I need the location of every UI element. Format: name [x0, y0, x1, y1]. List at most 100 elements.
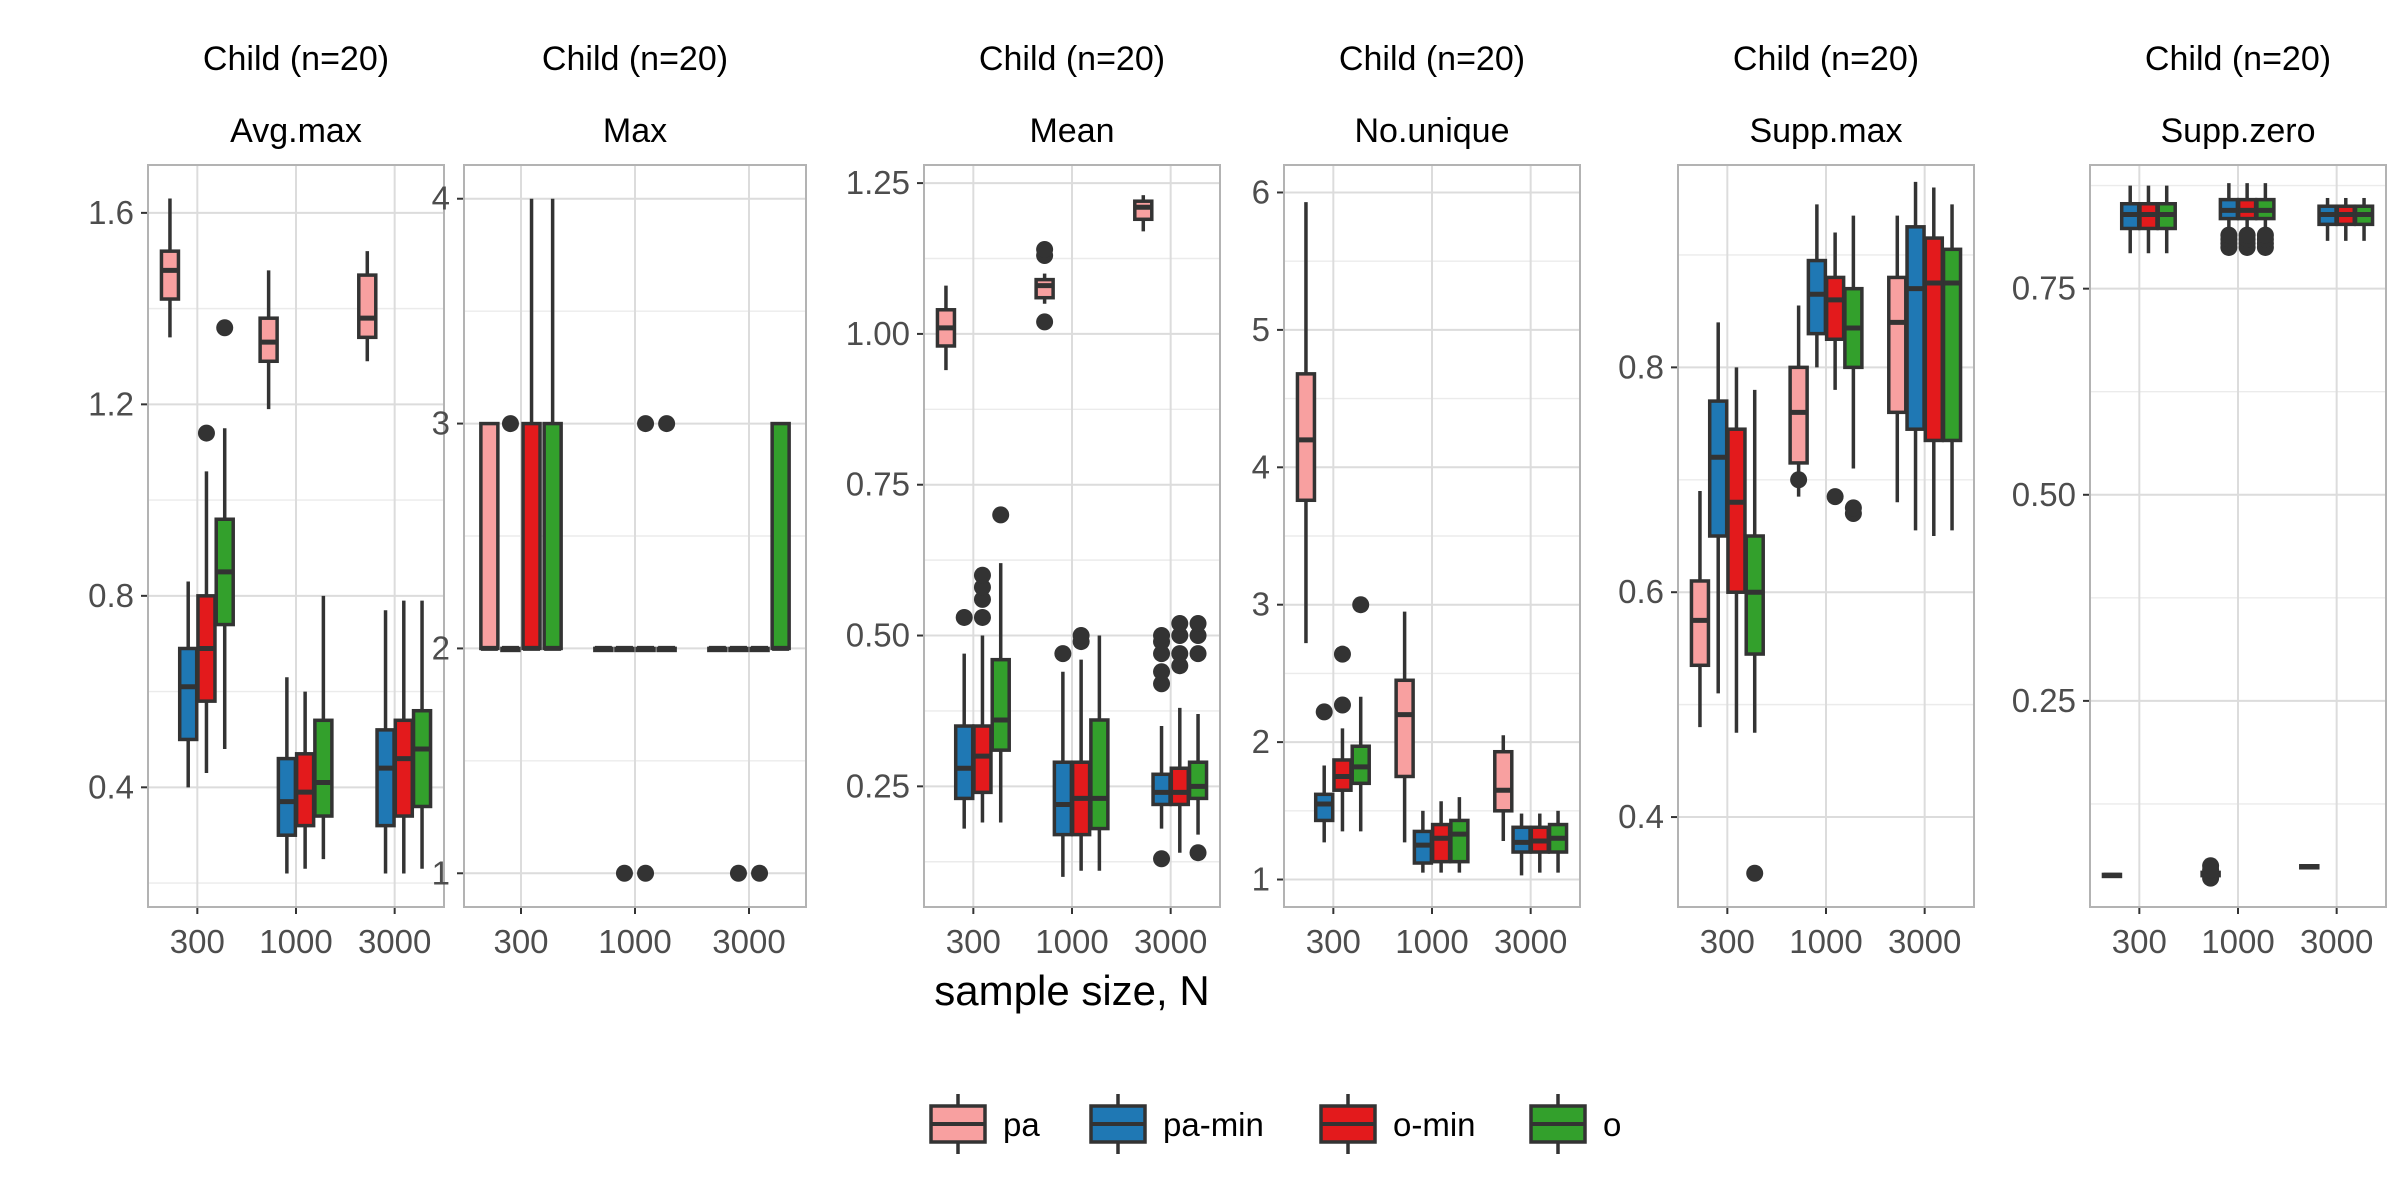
box-pa-1000: [593, 645, 614, 653]
y-tick-label: 0.75: [2012, 270, 2076, 307]
outlier-point: [1153, 645, 1171, 663]
panel-border: [923, 164, 1221, 908]
box-o-min-3000: [749, 645, 770, 882]
y-tick-label: 0.6: [1618, 573, 1664, 610]
box-body: [1133, 199, 1154, 222]
box-body: [1187, 760, 1209, 801]
box-pa-min-3000: [728, 645, 749, 882]
box-o-min-3000: [1923, 187, 1945, 536]
outlier-point: [1746, 864, 1764, 882]
box-pa-3000: [1133, 195, 1154, 232]
y-tick-label: 1.2: [88, 385, 134, 422]
box-body: [375, 728, 396, 828]
outlier-point: [973, 566, 991, 584]
box-pa-3000: [2299, 864, 2320, 870]
box-body: [1295, 372, 1317, 503]
box-body: [1151, 772, 1172, 807]
outlier-point: [2202, 857, 2220, 875]
x-tick-label: 1000: [259, 923, 332, 960]
box-body: [1689, 579, 1711, 668]
outlier-point: [1352, 596, 1370, 614]
legend-label: pa-min: [1163, 1106, 1264, 1143]
box-body: [1511, 825, 1532, 854]
box-body: [1313, 792, 1335, 823]
box-pa-min-3000: [1151, 627, 1172, 868]
outlier-point: [1315, 703, 1333, 721]
outlier-point: [1189, 614, 1207, 632]
outlier-point: [1153, 627, 1171, 645]
box-o-min-300: [521, 198, 542, 651]
x-axis-title: sample size, N: [934, 967, 1209, 1014]
outlier-point: [1153, 675, 1171, 693]
box-o-min-1000: [2236, 183, 2258, 256]
panel-6: 0.25 0.50 0.75 300 1000 3000 Child (n=20) Supp.…: [2012, 40, 2387, 960]
x-tick-label: 3000: [1134, 923, 1207, 960]
box-o-1000: [1089, 635, 1110, 871]
box-o-min-300: [196, 424, 217, 773]
box-o-3000: [1941, 204, 1963, 531]
strip-label-bottom: Supp.zero: [2161, 112, 2316, 150]
y-tick-label: 0.50: [846, 617, 910, 654]
y-tick-label: 4: [1252, 448, 1270, 485]
outlier-point: [1054, 645, 1072, 663]
panels-layer: 0.4 0.8 1.2 1.6 300 1000 3000 Child (n=20) Avg.m…: [88, 40, 2387, 960]
box-pa-min-300: [953, 608, 975, 829]
box-o-min-3000: [393, 600, 415, 874]
x-tick-label: 3000: [712, 923, 785, 960]
box-o-min-300: [1726, 367, 1747, 733]
outlier-point: [1036, 313, 1054, 331]
legend: pa pa-min o-min o: [929, 1094, 1621, 1154]
outlier-point: [1333, 645, 1351, 663]
y-tick-label: 1.25: [846, 164, 910, 201]
strip-label-top: Child (n=20): [203, 40, 389, 78]
x-tick-label: 3000: [1494, 923, 1567, 960]
box-o-3000: [770, 421, 791, 651]
x-tick-label: 300: [170, 923, 225, 960]
y-tick-label: 1.6: [88, 194, 134, 231]
outlier-point: [1844, 499, 1862, 517]
legend-label: o-min: [1393, 1106, 1476, 1143]
box-body: [411, 708, 433, 809]
outlier-point: [1171, 645, 1189, 663]
box-o-min-3000: [1529, 813, 1551, 873]
strip-label-top: Child (n=20): [1733, 40, 1919, 78]
box-body: [1394, 678, 1415, 779]
box-body: [1169, 766, 1191, 807]
y-tick-label: 2: [1252, 723, 1270, 760]
box-pa-min-1000: [276, 677, 298, 874]
strip-label-bottom: Mean: [1029, 112, 1114, 150]
strip-label-bottom: Max: [603, 112, 667, 150]
legend-entry-o: o: [1529, 1094, 1621, 1154]
box-pa-min-300: [1313, 703, 1335, 843]
box-o-3000: [1547, 810, 1569, 873]
box-body: [1052, 760, 1074, 837]
box-o-3000: [411, 600, 433, 869]
legend-label: o: [1603, 1106, 1621, 1143]
x-tick-label: 1000: [1789, 923, 1862, 960]
box-pa-1000: [1394, 611, 1415, 843]
outlier-point: [1153, 850, 1171, 868]
outlier-point: [1072, 627, 1090, 645]
outlier-point: [973, 590, 991, 608]
strip-label-bottom: Supp.max: [1749, 112, 1902, 150]
outlier-point: [955, 608, 973, 626]
panel-4: 1 2 3 4 5 6 300 1000 3000 Child (n=20) No.unique: [1252, 40, 1581, 960]
box-body: [542, 421, 563, 651]
outlier-point: [197, 424, 215, 442]
strip-label-bottom: Avg.max: [230, 112, 362, 150]
panel-3: 0.25 0.50 0.75 1.00 1.25 300 1000 3000 Child (n=…: [846, 40, 1221, 960]
box-o-1000: [656, 415, 677, 653]
strip-label-top: Child (n=20): [1339, 40, 1525, 78]
outlier-point: [992, 506, 1010, 524]
box-body: [1824, 275, 1846, 342]
strip-label-bottom: No.unique: [1354, 112, 1509, 150]
y-tick-label: 0.4: [88, 768, 134, 805]
box-o-300: [542, 198, 563, 651]
x-tick-label: 3000: [2300, 923, 2373, 960]
y-tick-label: 4: [432, 180, 450, 217]
outlier-point: [1790, 471, 1808, 489]
y-tick-label: 1.00: [846, 315, 910, 352]
box-pa-300: [479, 421, 500, 651]
panel-border: [147, 164, 445, 908]
